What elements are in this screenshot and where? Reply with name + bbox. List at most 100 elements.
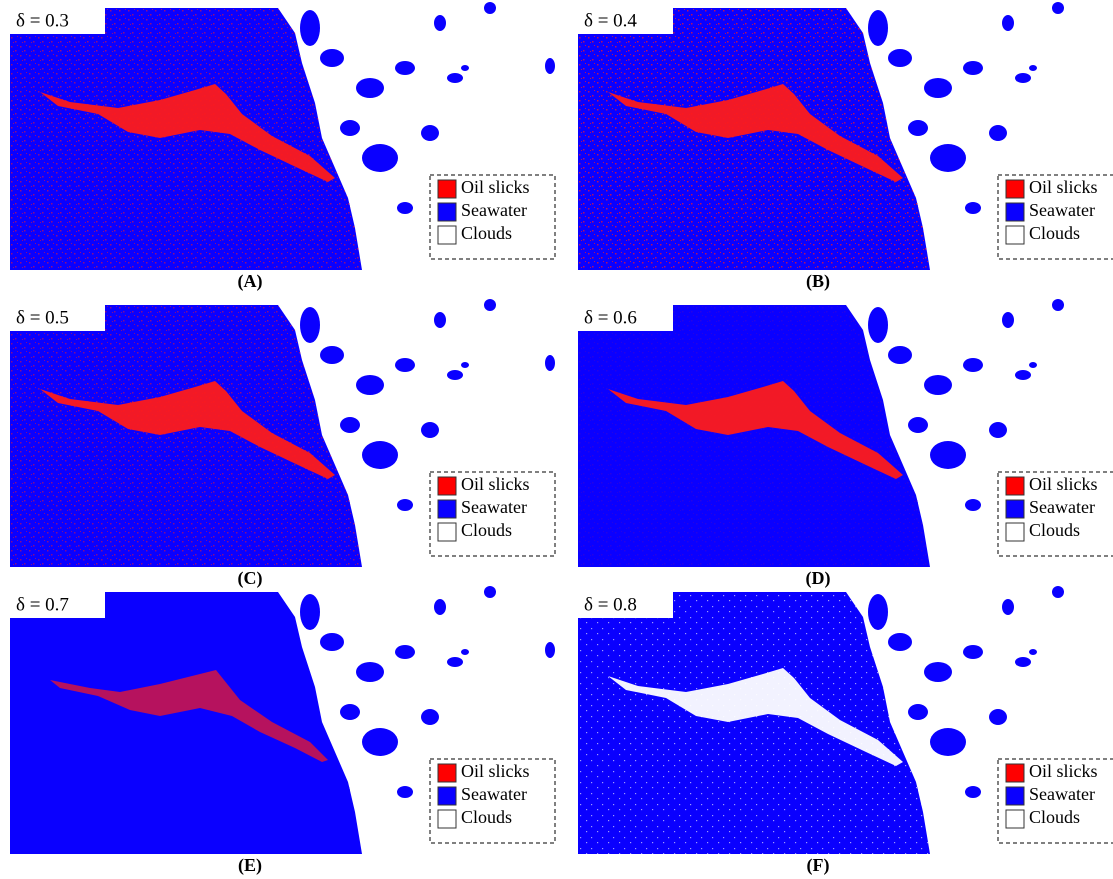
threshold-label: δ = 0.3 — [16, 10, 69, 31]
seawater-patch — [397, 202, 413, 214]
seawater-patch — [300, 307, 320, 343]
seawater-patch — [362, 441, 398, 469]
seawater-patch — [484, 2, 496, 14]
legend-label: Oil slicks — [461, 761, 530, 781]
seawater-patch — [1015, 657, 1031, 667]
legend-swatch — [437, 499, 457, 519]
legend-swatch — [1005, 499, 1025, 519]
oil-slick — [50, 670, 328, 762]
legend-label: Clouds — [461, 223, 512, 243]
panel: δ = 0.7 Oil slicks Seawater Clouds (E) — [10, 586, 556, 876]
seawater-patch — [963, 645, 983, 659]
legend-swatch — [437, 522, 457, 542]
seawater-patch — [1015, 370, 1031, 380]
seawater-patch — [362, 728, 398, 756]
legend-swatch — [1005, 763, 1025, 783]
seawater-patch — [924, 78, 952, 98]
seawater-patch — [965, 499, 981, 511]
legend-label: Clouds — [461, 807, 512, 827]
legend-swatch — [437, 476, 457, 496]
panel-caption: (F) — [807, 855, 830, 876]
legend-swatch — [1005, 786, 1025, 806]
legend-swatch — [437, 202, 457, 222]
legend-label: Oil slicks — [1029, 761, 1098, 781]
threshold-label: δ = 0.7 — [16, 594, 69, 615]
seawater-patch — [447, 370, 463, 380]
seawater-patch — [300, 10, 320, 46]
legend-swatch — [1005, 225, 1025, 245]
legend-label: Oil slicks — [461, 474, 530, 494]
seawater-patch — [340, 120, 360, 136]
panel: δ = 0.8 Oil slicks Seawater Clouds (F) — [578, 586, 1113, 876]
seawater-patch — [434, 599, 446, 615]
seawater-patch — [930, 144, 966, 172]
seawater-patch — [397, 786, 413, 798]
legend-label: Clouds — [1029, 520, 1080, 540]
seawater-patch — [963, 358, 983, 372]
oil-slick — [40, 381, 335, 479]
seawater-patch — [545, 58, 555, 74]
threshold-label: δ = 0.8 — [584, 594, 637, 615]
seawater-patch — [868, 307, 888, 343]
panel-caption: (A) — [238, 271, 263, 292]
speckle — [578, 592, 930, 854]
seawater-patch — [461, 649, 469, 655]
legend-swatch — [1005, 522, 1025, 542]
legend-label: Clouds — [461, 520, 512, 540]
oil-speckle — [578, 305, 930, 567]
seawater-patch — [300, 594, 320, 630]
seawater-patch — [1052, 586, 1064, 598]
seawater-patch — [447, 657, 463, 667]
seawater-patch — [1052, 299, 1064, 311]
seawater-patch — [963, 61, 983, 75]
seawater-patch — [908, 120, 928, 136]
oil-slick — [40, 84, 335, 182]
legend-swatch — [437, 786, 457, 806]
seawater-patch — [320, 633, 344, 651]
seawater-patch — [1015, 73, 1031, 83]
seawater-patch — [484, 586, 496, 598]
legend-swatch — [437, 225, 457, 245]
label-box — [578, 592, 673, 618]
seawater-patch — [397, 499, 413, 511]
oil-speckle — [578, 8, 930, 270]
seawater-patch — [888, 49, 912, 67]
seawater-patch — [356, 662, 384, 682]
seawater-patch — [989, 709, 1007, 725]
seawater-patch — [434, 15, 446, 31]
seawater-patch — [484, 299, 496, 311]
seawater-patch — [340, 417, 360, 433]
legend-label: Seawater — [1029, 497, 1095, 517]
seawater-patch — [1002, 15, 1014, 31]
seawater-patch — [362, 144, 398, 172]
seawater-patch — [908, 704, 928, 720]
seawater-patch — [924, 662, 952, 682]
seawater-patch — [320, 346, 344, 364]
label-box — [578, 8, 673, 34]
seawater-patch — [868, 10, 888, 46]
seawater-patch — [989, 422, 1007, 438]
oil-slick — [608, 381, 903, 479]
seawater-patch — [356, 375, 384, 395]
seawater-patch — [888, 346, 912, 364]
seawater-patch — [545, 355, 555, 371]
seawater-patch — [395, 61, 415, 75]
seawater-patch — [461, 65, 469, 71]
seawater-area — [10, 592, 362, 854]
legend-swatch — [437, 763, 457, 783]
legend-label: Oil slicks — [461, 177, 530, 197]
legend-label: Seawater — [461, 497, 527, 517]
oil-speckle — [10, 8, 362, 270]
legend-swatch — [1005, 809, 1025, 829]
legend-label: Clouds — [1029, 807, 1080, 827]
panel: δ = 0.5 Oil slicks Seawater Clouds (C) — [10, 299, 556, 589]
legend-label: Seawater — [1029, 784, 1095, 804]
oil-slick — [608, 668, 903, 766]
seawater-patch — [1029, 362, 1037, 368]
threshold-label: δ = 0.6 — [584, 307, 637, 328]
legend-swatch — [437, 809, 457, 829]
seawater-patch — [311, 822, 329, 842]
panel-caption: (C) — [238, 568, 263, 589]
panel: δ = 0.4 Oil slicks Seawater Clouds (B) — [578, 2, 1113, 292]
